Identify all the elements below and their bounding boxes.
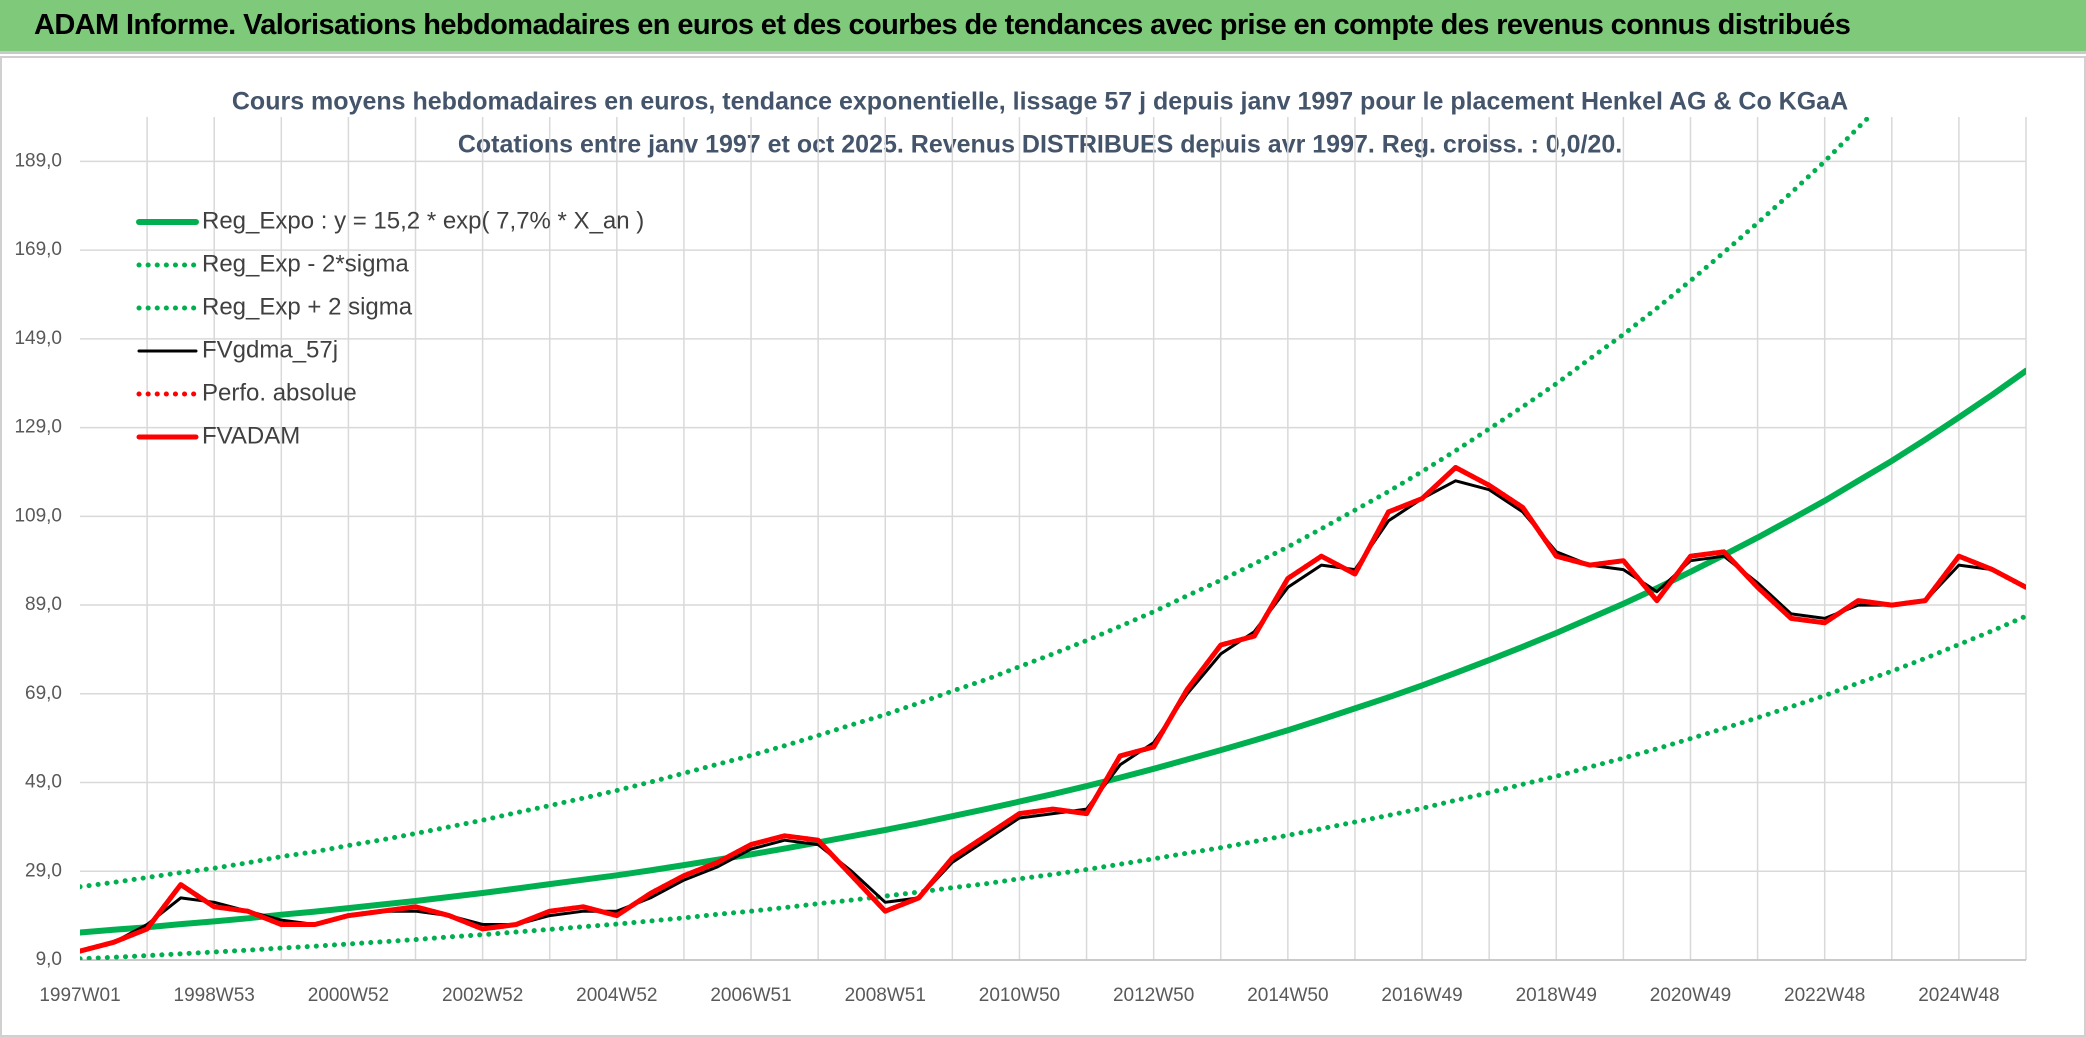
x-tick-label: 1997W01 [39,985,120,1006]
y-tick-label: 149,0 [14,328,62,349]
x-tick-label: 2014W50 [1247,985,1328,1006]
legend-label: FVADAM [202,422,300,449]
y-tick-label: 169,0 [14,239,62,260]
legend-label: Reg_Exp + 2 sigma [202,293,413,320]
y-tick-label: 129,0 [14,417,62,438]
chart-subtitle: Cotations entre janv 1997 et oct 2025. R… [458,131,1622,159]
x-tick-label: 2020W49 [1650,985,1731,1006]
chart-title: Cours moyens hebdomadaires en euros, ten… [232,88,1848,116]
x-tick-label: 2018W49 [1516,985,1597,1006]
x-tick-label: 2008W51 [845,985,926,1006]
x-tick-label: 2002W52 [442,985,523,1006]
y-tick-label: 9,0 [36,949,62,970]
series-line [80,367,2026,936]
legend-label: Perfo. absolue [202,379,357,406]
chart-frame [0,56,2086,1037]
x-tick-label: 2006W51 [710,985,791,1006]
x-tick-label: 2004W52 [576,985,657,1006]
y-tick-label: 89,0 [25,594,62,615]
x-tick-label: 1998W53 [174,985,255,1006]
header-bar: ADAM Informe. Valorisations hebdomadaire… [0,0,2086,54]
legend-label: FVgdma_57j [202,336,338,363]
legend-label: Reg_Exp - 2*sigma [202,250,409,277]
x-tick-label: 2022W48 [1784,985,1865,1006]
x-tick-label: 2016W49 [1381,985,1462,1006]
chart: Cours moyens hebdomadaires en euros, ten… [0,56,2086,1037]
x-tick-label: 2000W52 [308,985,389,1006]
y-tick-label: 49,0 [25,772,62,793]
x-tick-label: 2010W50 [979,985,1060,1006]
header-title: ADAM Informe. Valorisations hebdomadaire… [34,9,1851,41]
series-line [80,479,2026,953]
x-tick-label: 2012W50 [1113,985,1194,1006]
x-tick-label: 2024W48 [1918,985,1999,1006]
series-line [80,465,2026,954]
y-tick-label: 69,0 [25,683,62,704]
y-tick-label: 29,0 [25,860,62,881]
series-line [80,117,1873,890]
legend-label: Reg_Expo : y = 15,2 * exp( 7,7% * X_an ) [202,207,644,234]
y-tick-label: 189,0 [14,150,62,171]
plot-area [80,117,2026,960]
y-tick-label: 109,0 [14,505,62,526]
